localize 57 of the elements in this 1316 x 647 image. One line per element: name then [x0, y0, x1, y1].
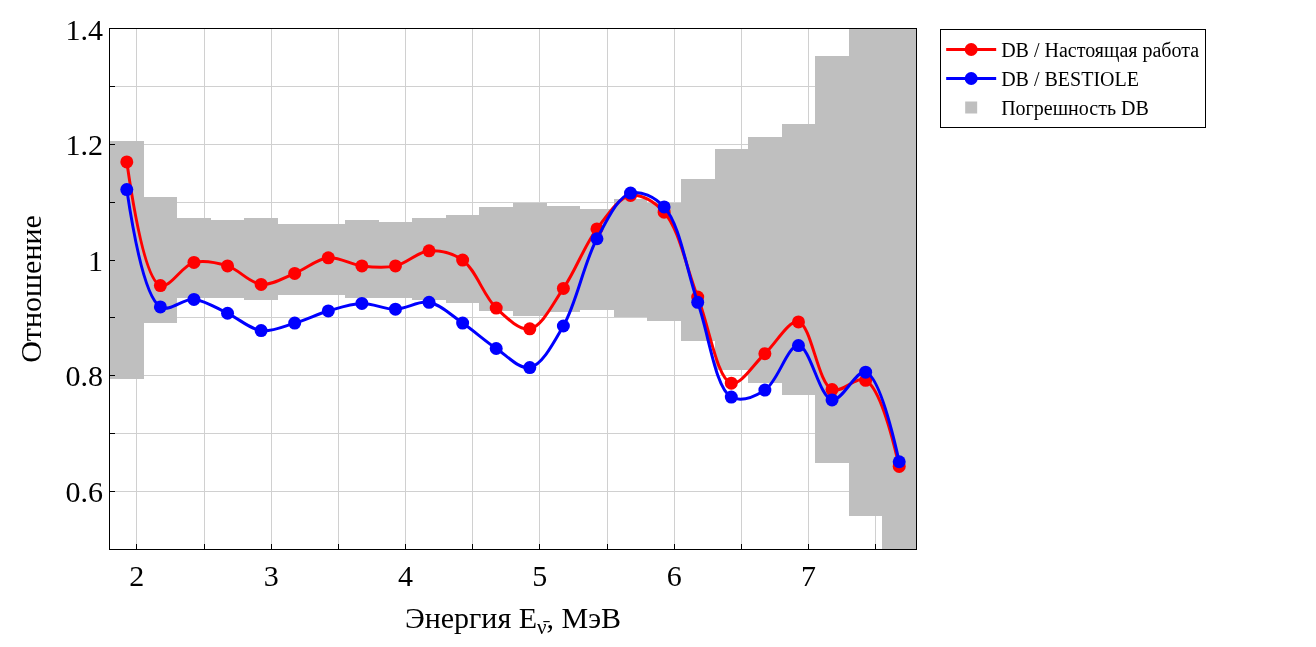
- point: [724, 390, 738, 404]
- point: [422, 244, 436, 258]
- point: [422, 295, 436, 309]
- point: [221, 259, 235, 273]
- point: [523, 322, 537, 336]
- point: [758, 383, 772, 397]
- x-tick-label: 6: [666, 559, 682, 592]
- point: [724, 376, 738, 390]
- x-tick-label: 2: [129, 559, 145, 592]
- y-tick-label: 1: [88, 243, 103, 277]
- point: [120, 183, 134, 197]
- x-tick-label: 3: [263, 559, 279, 592]
- point: [523, 361, 537, 375]
- point: [153, 279, 167, 293]
- point: [355, 259, 369, 273]
- y-tick-label: 0.6: [65, 474, 103, 508]
- point: [288, 266, 302, 280]
- x-tick-label: 7: [801, 559, 817, 592]
- point: [758, 347, 772, 361]
- point: [791, 339, 805, 353]
- x-tick-label: 4: [398, 559, 414, 592]
- point: [892, 455, 906, 469]
- point: [859, 365, 873, 379]
- point: [388, 259, 402, 273]
- point: [489, 301, 503, 315]
- point: [254, 277, 268, 291]
- point: [120, 155, 134, 169]
- legend-label: DB / Настоящая работа: [1001, 39, 1200, 63]
- point: [388, 302, 402, 316]
- y-tick-label: 1.4: [65, 12, 103, 46]
- y-axis-title: Отношение: [13, 215, 47, 363]
- point: [657, 200, 671, 214]
- point: [691, 295, 705, 309]
- point: [321, 304, 335, 318]
- point: [221, 306, 235, 320]
- point: [254, 324, 268, 338]
- point: [456, 316, 470, 330]
- legend-label: Погрешность DB: [1001, 97, 1149, 121]
- point: [187, 255, 201, 269]
- point: [288, 316, 302, 330]
- point: [321, 251, 335, 265]
- point: [355, 296, 369, 310]
- point: [825, 383, 839, 397]
- point: [153, 300, 167, 314]
- point: [456, 253, 470, 267]
- point: [556, 319, 570, 333]
- point: [556, 281, 570, 295]
- legend-label: DB / BESTIOLE: [1001, 68, 1139, 91]
- y-tick-label: 0.8: [65, 359, 103, 393]
- point: [489, 342, 503, 355]
- point: [791, 315, 805, 329]
- y-tick-label: 1.2: [65, 128, 103, 162]
- x-axis-title: Энергия E$_{ν̄}$, МэВ: [404, 600, 622, 639]
- point: [590, 232, 604, 246]
- point: [187, 292, 201, 306]
- x-tick-label: 5: [532, 559, 548, 592]
- point: [825, 393, 839, 407]
